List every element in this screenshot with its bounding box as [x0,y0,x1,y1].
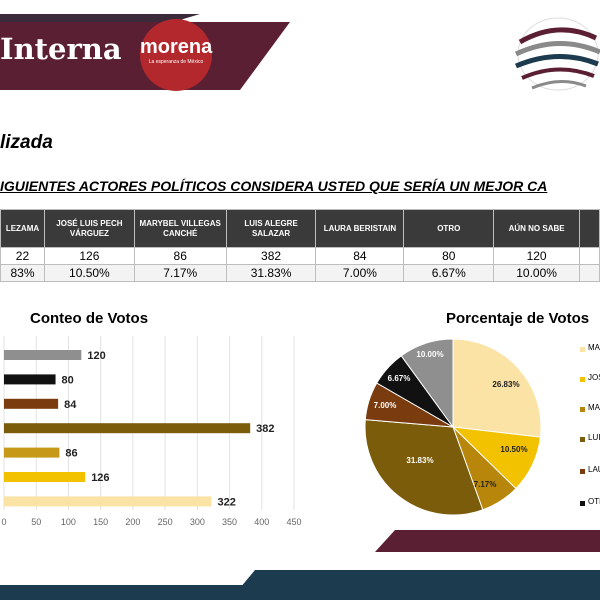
percent-cell: 31.83% [225,264,317,282]
legend-label: MA CA [588,403,600,412]
vote-cell: 382 [225,247,317,265]
pie-slice-label: 7.17% [474,480,497,489]
x-tick-label: 0 [1,517,6,527]
vote-cell: 80 [403,247,495,265]
legend-label: MA [588,343,600,352]
legend-label: LUI [588,433,600,442]
pie-slice [400,338,454,429]
table-header-cell: LUIS ALEGRE SALAZAR [225,209,317,248]
bar [4,374,56,385]
x-tick-label: 250 [158,517,173,527]
legend-item: LAU [580,465,600,485]
percent-cell: 6.67% [403,264,495,282]
bar [4,398,59,409]
table-header-cell [579,209,600,248]
bar-chart-title: Conteo de Votos [30,310,149,327]
morena-logo [140,19,212,91]
pie-slice-label: 26.83% [492,380,519,389]
x-tick-label: 150 [93,517,108,527]
pie-chart-title: Porcentaje de Votos [446,310,590,327]
legend-label: OTR [588,497,600,506]
bar [4,447,60,458]
legend-swatch [580,469,585,474]
legend-swatch [580,407,585,412]
table-header-row: LEZAMA JOSÉ LUIS PECH VÁRGUEZ MARYBEL VI… [0,209,600,248]
x-tick-label: 100 [61,517,76,527]
pie-slice-label: 7.00% [374,401,397,410]
footer-bands [0,530,600,600]
x-tick-label: 200 [125,517,140,527]
table-header-cell: MARYBEL VILLEGAS CANCHÉ [133,209,227,248]
table-header-cell: LAURA BERISTAIN [315,209,405,248]
percent-cell: 83% [0,264,45,282]
table-row-votes: 22 126 86 382 84 80 120 [0,247,600,265]
x-tick-label: 400 [254,517,269,527]
bar [4,350,82,360]
legend-item: MA [580,343,600,363]
pie-slice-label: 10.50% [500,445,527,454]
table-row-percents: 83% 10.50% 7.17% 31.83% 7.00% 6.67% 10.0… [0,264,600,282]
x-tick-label: 300 [190,517,205,527]
legend-label: LAU [588,465,600,474]
pie-slice [364,419,484,516]
header-title: Interna [0,32,122,66]
legend-item: OTR [580,497,600,517]
x-tick-label: 450 [286,517,301,527]
pie-chart: 26.83% 10.50% 7.17% 31.83% 7.00% 6.67% 10.00% [364,338,542,516]
table-header-cell: LEZAMA [0,209,45,248]
vote-cell: 22 [0,247,45,265]
bar-value-label: 120 [87,350,105,362]
bar-value-label: 322 [218,496,236,508]
legend-item: LUI [580,433,600,453]
table-header-cell: AÚN NO SABE [493,209,581,248]
bar-value-label: 382 [256,423,274,435]
percent-cell [579,264,600,282]
bar-value-label: 84 [64,399,77,411]
x-tick-label: 50 [31,517,41,527]
vote-cell [579,247,600,265]
bar-value-label: 80 [62,374,74,386]
bar [4,423,251,434]
legend-item: JOS [580,373,600,393]
pie-slice-label: 31.83% [406,456,433,465]
legend-swatch [580,377,585,382]
bar-value-label: 86 [65,448,77,460]
section-title: lizada [0,132,53,153]
morena-logo-tagline: La esperanza de México [148,59,204,65]
percent-cell: 7.00% [315,264,405,282]
bar-chart: 0 50 100 150 200 250 300 350 400 450 120 80 84 382 86 1… [1,336,302,527]
percent-cell: 10.00% [493,264,581,282]
legend-item: MA CA [580,403,600,423]
percent-cell: 7.17% [133,264,227,282]
vote-cell: 126 [43,247,135,265]
pie-slice-label: 6.67% [388,374,411,383]
results-table: LEZAMA JOSÉ LUIS PECH VÁRGUEZ MARYBEL VI… [0,209,600,282]
survey-question: IGUIENTES ACTORES POLÍTICOS CONSIDERA US… [0,178,548,194]
legend-swatch [580,347,585,352]
pie-slice-label: 10.00% [416,350,443,359]
bar [4,472,86,482]
bar [4,496,212,507]
globe-logo-icon [514,17,600,91]
table-header-cell: OTRO [403,209,495,248]
legend-swatch [580,437,585,442]
bar-value-label: 126 [91,472,109,484]
legend-label: JOS [588,373,600,382]
vote-cell: 84 [315,247,405,265]
legend-swatch [580,501,585,506]
percent-cell: 10.50% [43,264,135,282]
table-header-cell: JOSÉ LUIS PECH VÁRGUEZ [43,209,135,248]
morena-logo-word: morena [140,36,213,58]
vote-cell: 86 [133,247,227,265]
pie-slice [452,338,542,438]
x-tick-label: 350 [222,517,237,527]
vote-cell: 120 [493,247,581,265]
